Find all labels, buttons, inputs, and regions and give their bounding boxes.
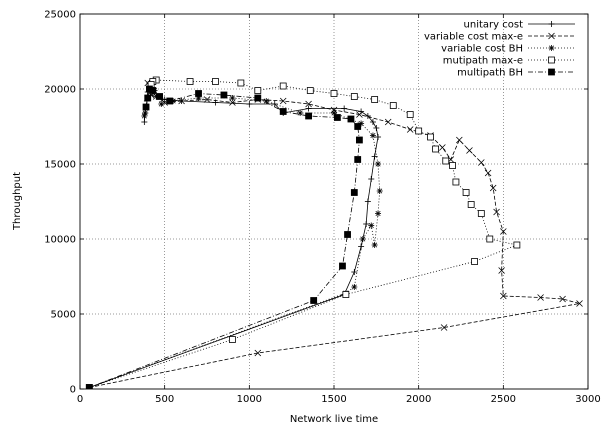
legend-label: unitary cost bbox=[464, 20, 524, 31]
legend-label: mutipath max-e bbox=[443, 56, 523, 67]
data-point-mutipath-max-e bbox=[229, 337, 235, 343]
data-point-multipath-bh bbox=[196, 91, 202, 97]
data-point-mutipath-max-e bbox=[307, 88, 313, 94]
y-tick-label: 10000 bbox=[44, 235, 76, 246]
data-point-mutipath-max-e bbox=[407, 112, 413, 118]
data-point-multipath-bh bbox=[145, 95, 151, 101]
data-point-mutipath-max-e bbox=[343, 292, 349, 298]
legend-marker bbox=[549, 57, 555, 63]
data-point-mutipath-max-e bbox=[463, 190, 469, 196]
legend-marker bbox=[549, 69, 555, 75]
data-point-mutipath-max-e bbox=[238, 80, 244, 86]
data-point-mutipath-max-e bbox=[390, 103, 396, 109]
data-point-mutipath-max-e bbox=[487, 236, 493, 242]
data-point-variable-cost-bh bbox=[263, 98, 269, 104]
data-point-multipath-bh bbox=[143, 104, 149, 110]
data-point-variable-cost-bh bbox=[372, 242, 378, 248]
data-point-multipath-bh bbox=[355, 157, 361, 163]
data-point-variable-cost-bh bbox=[297, 110, 303, 116]
x-tick-label: 1000 bbox=[237, 394, 262, 405]
x-tick-label: 3000 bbox=[575, 394, 600, 405]
data-point-mutipath-max-e bbox=[468, 202, 474, 208]
data-point-mutipath-max-e bbox=[443, 158, 449, 164]
data-point-mutipath-max-e bbox=[478, 211, 484, 217]
data-point-multipath-bh bbox=[339, 263, 345, 269]
legend-label: multipath BH bbox=[457, 68, 523, 79]
data-point-mutipath-max-e bbox=[280, 83, 286, 89]
legend-label: variable cost BH bbox=[441, 44, 523, 55]
x-tick-label: 500 bbox=[155, 394, 174, 405]
y-axis-label: Throughput bbox=[12, 172, 23, 231]
y-tick-label: 20000 bbox=[44, 85, 76, 96]
data-point-mutipath-max-e bbox=[351, 94, 357, 100]
y-tick-label: 5000 bbox=[51, 310, 76, 321]
data-point-mutipath-max-e bbox=[372, 97, 378, 103]
data-point-multipath-bh bbox=[280, 109, 286, 115]
data-point-variable-cost-bh bbox=[370, 133, 376, 139]
data-point-mutipath-max-e bbox=[453, 179, 459, 185]
data-point-variable-cost-bh bbox=[360, 236, 366, 242]
legend-marker bbox=[549, 45, 555, 51]
data-point-multipath-bh bbox=[255, 95, 261, 101]
x-tick-label: 1500 bbox=[321, 394, 346, 405]
data-point-mutipath-max-e bbox=[514, 242, 520, 248]
data-point-mutipath-max-e bbox=[433, 146, 439, 152]
data-point-multipath-bh bbox=[167, 98, 173, 104]
data-point-multipath-bh bbox=[221, 92, 227, 98]
data-point-mutipath-max-e bbox=[428, 134, 434, 140]
x-tick-label: 2500 bbox=[491, 394, 516, 405]
data-point-variable-cost-bh bbox=[351, 284, 357, 290]
data-point-multipath-bh bbox=[334, 115, 340, 121]
data-point-variable-cost-bh bbox=[368, 223, 374, 229]
x-axis-label: Network live time bbox=[290, 414, 378, 425]
x-tick-label: 0 bbox=[77, 394, 83, 405]
data-point-multipath-bh bbox=[146, 86, 152, 92]
y-tick-label: 0 bbox=[70, 385, 76, 396]
data-point-variable-cost-bh bbox=[141, 113, 147, 119]
y-tick-label: 25000 bbox=[44, 10, 76, 21]
data-point-multipath-bh bbox=[311, 298, 317, 304]
data-point-variable-cost-bh bbox=[375, 211, 381, 217]
data-point-mutipath-max-e bbox=[331, 91, 337, 97]
data-point-mutipath-max-e bbox=[187, 79, 193, 85]
data-point-multipath-bh bbox=[355, 124, 361, 130]
data-point-variable-cost-bh bbox=[377, 188, 383, 194]
data-point-variable-cost-bh bbox=[158, 101, 164, 107]
data-point-multipath-bh bbox=[306, 113, 312, 119]
data-point-multipath-bh bbox=[345, 232, 351, 238]
data-point-mutipath-max-e bbox=[255, 88, 261, 94]
data-point-multipath-bh bbox=[157, 94, 163, 100]
legend-label: variable cost max-e bbox=[424, 32, 523, 43]
data-point-multipath-bh bbox=[351, 190, 357, 196]
y-tick-label: 15000 bbox=[44, 160, 76, 171]
x-tick-label: 2000 bbox=[406, 394, 431, 405]
data-point-mutipath-max-e bbox=[212, 79, 218, 85]
data-point-multipath-bh bbox=[356, 137, 362, 143]
data-point-mutipath-max-e bbox=[450, 163, 456, 169]
data-point-mutipath-max-e bbox=[416, 128, 422, 134]
data-point-multipath-bh bbox=[348, 116, 354, 122]
data-point-variable-cost-bh bbox=[375, 161, 381, 167]
data-point-multipath-bh bbox=[86, 385, 92, 391]
data-point-mutipath-max-e bbox=[472, 259, 478, 265]
